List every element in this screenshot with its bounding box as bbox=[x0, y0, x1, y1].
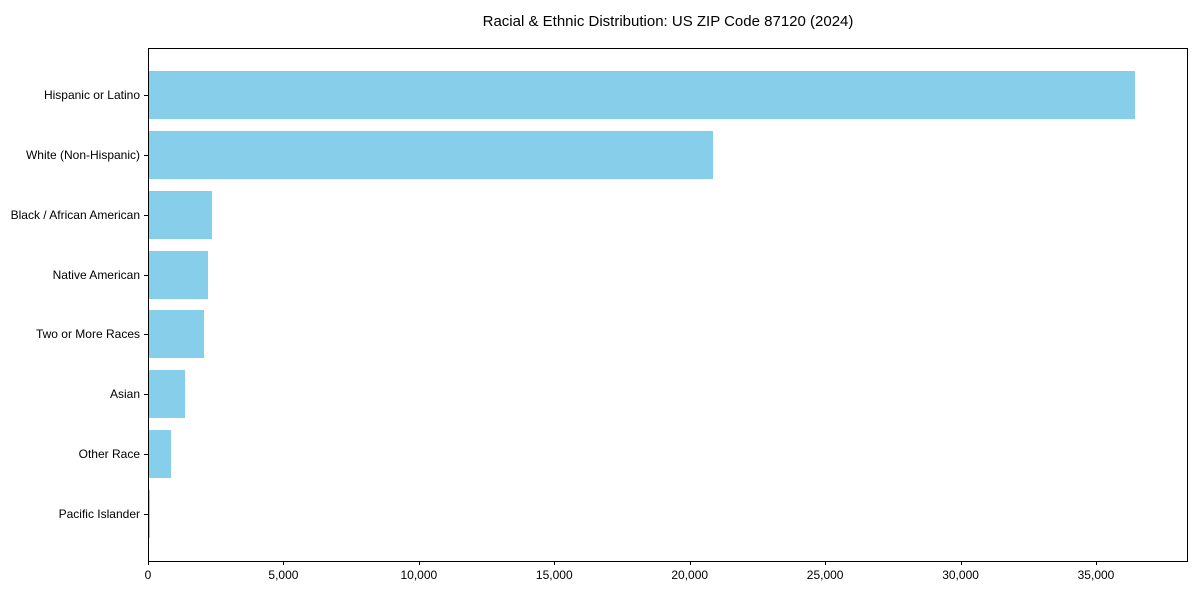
x-tick-mark bbox=[419, 561, 420, 565]
x-tick-mark bbox=[148, 561, 149, 565]
x-tick-label: 25,000 bbox=[806, 568, 844, 582]
y-tick-mark bbox=[144, 155, 148, 156]
x-tick-mark bbox=[283, 561, 284, 565]
x-tick-mark bbox=[825, 561, 826, 565]
x-tick-label: 20,000 bbox=[671, 568, 709, 582]
y-tick-mark bbox=[144, 394, 148, 395]
bar bbox=[149, 71, 1136, 120]
y-tick-mark bbox=[144, 454, 148, 455]
y-tick-label: Black / African American bbox=[10, 207, 140, 222]
y-tick-label: Hispanic or Latino bbox=[43, 88, 140, 103]
y-tick-label: Pacific Islander bbox=[58, 506, 140, 521]
x-tick-label: 5,000 bbox=[268, 568, 299, 582]
chart-title: Racial & Ethnic Distribution: US ZIP Cod… bbox=[482, 13, 854, 30]
bar bbox=[149, 370, 185, 419]
y-tick-label: Two or More Races bbox=[35, 327, 140, 342]
y-tick-label: White (Non-Hispanic) bbox=[25, 148, 140, 163]
bar bbox=[149, 430, 172, 478]
x-tick-label: 15,000 bbox=[535, 568, 573, 582]
x-tick-label: 30,000 bbox=[942, 568, 979, 582]
x-tick-mark bbox=[961, 561, 962, 565]
x-tick-label: 10,000 bbox=[400, 568, 438, 582]
y-tick-label: Native American bbox=[52, 267, 140, 282]
plot-area bbox=[148, 48, 1188, 562]
y-tick-label: Asian bbox=[109, 387, 140, 402]
x-tick-mark bbox=[554, 561, 555, 565]
y-tick-mark bbox=[144, 334, 148, 335]
bar bbox=[149, 190, 212, 239]
y-tick-mark bbox=[144, 514, 148, 515]
y-tick-mark bbox=[144, 95, 148, 96]
x-tick-label: 35,000 bbox=[1077, 568, 1115, 582]
x-tick-label: 0 bbox=[144, 568, 152, 582]
x-tick-mark bbox=[690, 561, 691, 565]
bar bbox=[149, 310, 204, 359]
y-tick-mark bbox=[144, 275, 148, 276]
y-tick-label: Other Race bbox=[78, 446, 140, 461]
bar bbox=[149, 250, 208, 299]
x-tick-mark bbox=[1096, 561, 1097, 565]
bar bbox=[149, 131, 713, 179]
y-tick-mark bbox=[144, 215, 148, 216]
